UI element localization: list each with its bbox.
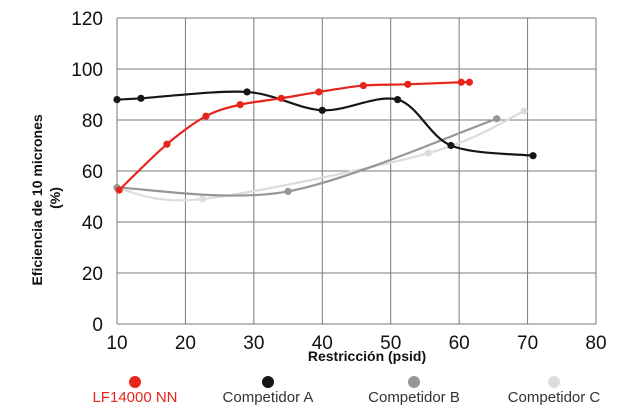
data-point xyxy=(457,78,465,86)
legend-marker xyxy=(548,376,560,388)
legend-label: Competidor B xyxy=(368,389,460,406)
data-point xyxy=(404,80,412,88)
chart-grid xyxy=(116,17,597,325)
legend-item-competidor-c: Competidor C xyxy=(508,376,601,406)
legend-marker xyxy=(262,376,274,388)
data-point xyxy=(424,149,432,157)
data-point xyxy=(447,141,455,150)
chart-series xyxy=(113,78,537,203)
x-tick-label: 50 xyxy=(380,333,401,354)
series-line-competidor-c xyxy=(118,110,525,202)
data-point xyxy=(529,152,537,160)
x-tick-label: 80 xyxy=(585,333,606,354)
series-lf14000-nn xyxy=(115,78,474,194)
y-axis-ticks: 0 20 40 60 80 100 120 xyxy=(71,9,103,336)
legend-item-lf14000-nn: LF14000 NN xyxy=(92,376,178,406)
data-point xyxy=(198,195,207,203)
data-point xyxy=(236,101,244,109)
series-competidor-b xyxy=(113,115,501,197)
data-point xyxy=(137,94,145,102)
data-point xyxy=(520,107,528,115)
legend-item-competidor-a: Competidor A xyxy=(223,376,314,406)
data-point xyxy=(113,96,121,104)
legend: LF14000 NN Competidor A Competidor B Compet… xyxy=(92,376,600,406)
y-axis-title-line-1: Eficiencia de 10 micrones xyxy=(29,114,45,285)
x-tick-label: 30 xyxy=(243,333,264,354)
y-tick-label: 100 xyxy=(71,60,103,81)
legend-marker xyxy=(408,376,420,388)
y-tick-label: 80 xyxy=(82,111,103,132)
data-point xyxy=(115,186,123,194)
y-tick-label: 60 xyxy=(82,162,103,183)
y-tick-label: 20 xyxy=(82,264,103,285)
data-point xyxy=(277,94,285,102)
legend-marker xyxy=(129,376,141,388)
data-point xyxy=(284,187,292,195)
series-line-competidor-a xyxy=(116,90,534,157)
y-tick-label: 120 xyxy=(71,9,103,30)
y-axis-title: Eficiencia de 10 micrones (%) xyxy=(29,110,63,285)
x-tick-label: 10 xyxy=(106,333,127,354)
data-point xyxy=(202,112,210,120)
data-point xyxy=(465,78,474,86)
series-competidor-a xyxy=(113,88,537,160)
series-line-lf14000-nn xyxy=(118,81,470,191)
data-point xyxy=(243,88,251,96)
legend-label: LF14000 NN xyxy=(92,389,177,406)
data-point xyxy=(493,115,501,123)
x-axis-title: Restricción (psid) xyxy=(308,348,426,364)
y-tick-label: 40 xyxy=(82,213,103,234)
x-axis-ticks: 10 20 30 40 50 60 70 80 xyxy=(106,333,606,354)
x-tick-label: 60 xyxy=(449,333,470,354)
x-tick-label: 20 xyxy=(175,333,196,354)
data-point xyxy=(315,88,323,96)
series-competidor-c xyxy=(114,107,528,203)
y-axis-title-line-2: (%) xyxy=(47,187,63,209)
x-tick-label: 40 xyxy=(312,333,333,354)
data-point xyxy=(393,96,402,104)
data-point xyxy=(163,140,171,148)
legend-label: Competidor A xyxy=(223,389,314,406)
x-tick-label: 70 xyxy=(517,333,538,354)
series-line-competidor-b xyxy=(116,117,498,197)
data-point xyxy=(359,81,367,90)
y-tick-label: 0 xyxy=(92,315,103,336)
legend-item-competidor-b: Competidor B xyxy=(368,376,460,406)
legend-label: Competidor C xyxy=(508,389,601,406)
data-point xyxy=(318,106,326,114)
